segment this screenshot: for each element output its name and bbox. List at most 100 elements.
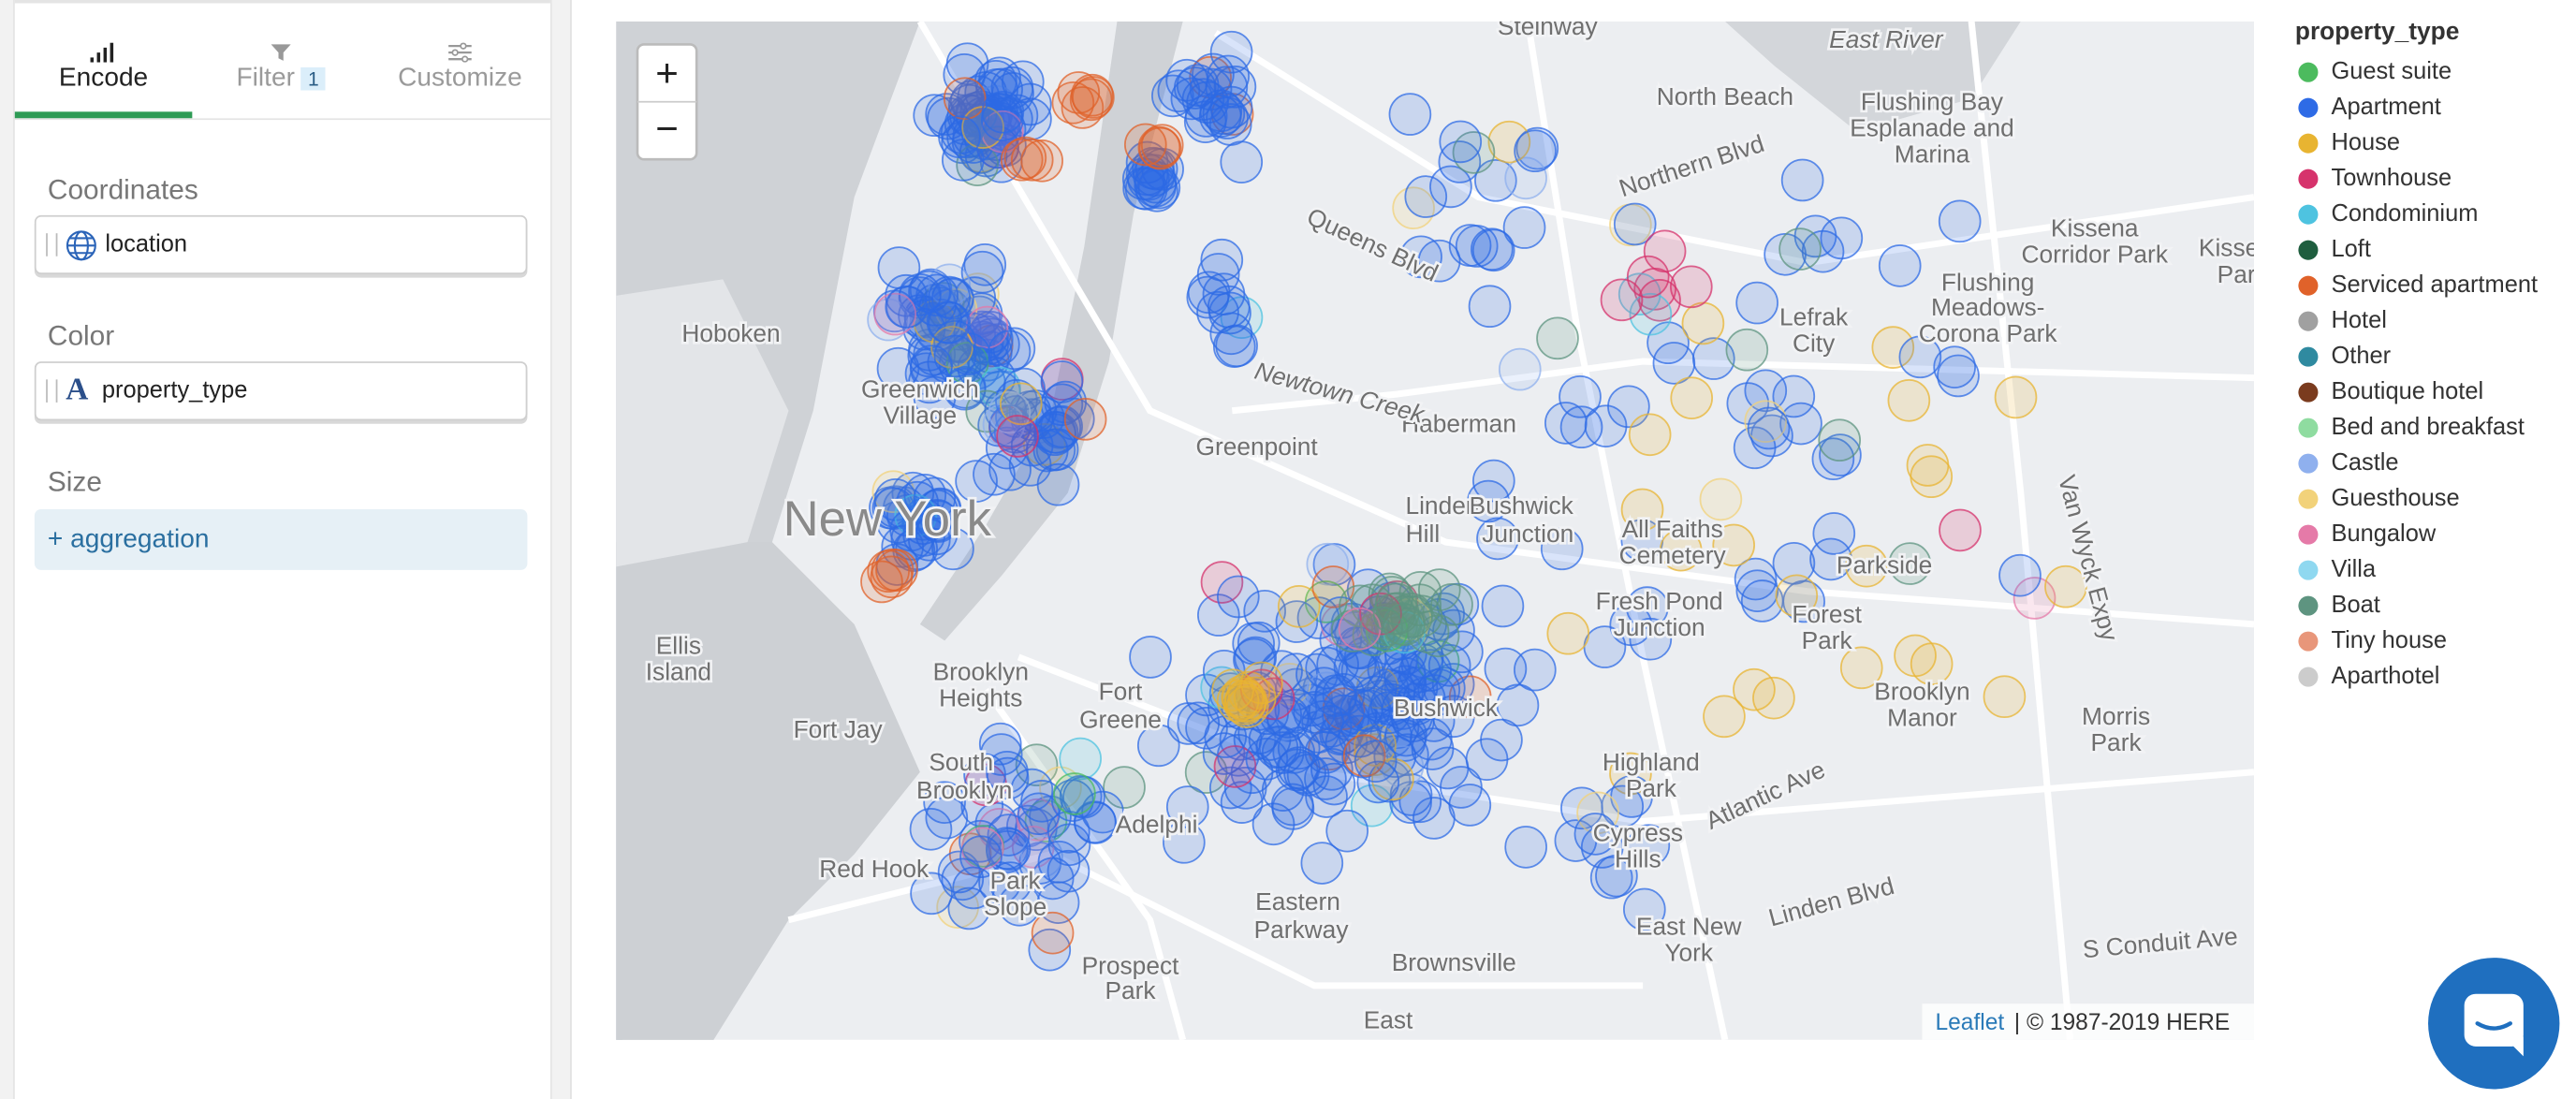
listing-point (959, 835, 1003, 879)
listing-point (1031, 857, 1075, 901)
listing-point (1628, 413, 1672, 457)
listing-point (963, 242, 1007, 286)
listing-point (1894, 634, 1937, 678)
legend-swatch (2298, 133, 2319, 154)
zoom-control: +− (636, 43, 698, 161)
listing-point (1514, 129, 1557, 173)
listing-point (1898, 335, 1942, 379)
place-label: City (1793, 329, 1836, 357)
listing-point (1626, 255, 1670, 299)
listing-point (1595, 854, 1638, 898)
listing-point (1910, 455, 1954, 499)
listing-point (1481, 584, 1525, 628)
listing-point (1216, 575, 1260, 619)
listing-point (1845, 544, 1888, 588)
listing-point (1140, 124, 1184, 167)
section-title: Coordinates (47, 174, 198, 206)
attribution-link[interactable]: Leaflet (1936, 1010, 2005, 1035)
size-drop-zone[interactable]: + aggregation (34, 509, 528, 570)
listing-point (867, 550, 910, 593)
listing-point (1669, 265, 1713, 309)
listing-point (1138, 126, 1182, 170)
road (1213, 30, 2254, 267)
east-river (919, 21, 1183, 641)
place-label: Flushing Bay (1861, 88, 2004, 116)
listing-point (1775, 574, 1819, 618)
place-label: Greenwich (861, 375, 979, 403)
listing-point (909, 807, 953, 851)
listing-point (1010, 768, 1054, 812)
listing-point (1209, 30, 1253, 74)
listing-point (867, 298, 910, 342)
listing-point (871, 548, 915, 592)
listing-point (1439, 120, 1483, 164)
listing-point (1659, 528, 1703, 572)
listing-point (1691, 337, 1735, 380)
listing-point (1189, 67, 1233, 111)
listing-point (1412, 797, 1456, 840)
listing-point (1222, 682, 1266, 725)
listing-point (1584, 404, 1628, 447)
listing-point (1643, 229, 1687, 273)
listing-point (1243, 590, 1286, 633)
filter-tab[interactable]: Filter 1 (192, 23, 370, 119)
legend-label: Condominium (2331, 200, 2478, 227)
listing-point (1286, 754, 1330, 797)
listing-point (996, 415, 1039, 458)
place-label: Fort Jay (794, 715, 884, 743)
place-label: Junction (1614, 613, 1705, 641)
listing-point (1031, 911, 1075, 955)
legend-swatch (2298, 560, 2319, 580)
listing-point (1983, 675, 2027, 719)
listing-point (1514, 648, 1557, 692)
listing-point (925, 796, 969, 840)
zoom-out[interactable]: − (655, 107, 679, 151)
listing-point (1322, 694, 1365, 738)
upper-bay (616, 542, 920, 1040)
place-label: Village (884, 402, 958, 430)
listing-point (1629, 617, 1673, 661)
place-label: York (1664, 939, 1714, 967)
encode-icon (90, 42, 114, 63)
field-placeholder: + aggregation (47, 525, 210, 554)
zoom-in[interactable]: + (655, 51, 679, 95)
listing-point (1819, 433, 1862, 476)
listing-point (1871, 326, 1915, 369)
legend-label: Bed and breakfast (2331, 414, 2524, 440)
map[interactable]: Steinway East River North Beach Flushing Ba… (616, 21, 2254, 1040)
road (1524, 21, 1729, 1040)
listing-point (960, 784, 1004, 828)
listing-point (1163, 821, 1206, 864)
place-label: Haberman (1401, 409, 1516, 437)
legend-label: Townhouse (2331, 165, 2452, 191)
listing-point (999, 382, 1043, 426)
legend-swatch (2298, 418, 2319, 438)
listing-point (1399, 235, 1442, 279)
tab-label: Filter (236, 64, 295, 93)
road (983, 688, 1187, 1040)
place-label: Prospect (1082, 952, 1180, 980)
road (916, 21, 2254, 628)
color-field[interactable]: A property_type (34, 361, 528, 421)
listing-point (1216, 679, 1260, 723)
legend-swatch (2298, 667, 2319, 687)
listing-point (1735, 281, 1778, 325)
encode-tab[interactable]: Encode (14, 23, 193, 119)
place-label: Manor (1887, 704, 1957, 732)
place-label: Fresh Pond (1596, 587, 1723, 615)
legend-label: Boat (2331, 592, 2379, 618)
listing-point (1245, 737, 1289, 781)
chat-launcher[interactable] (2428, 958, 2560, 1090)
listing-point (1735, 569, 1779, 612)
customize-tab[interactable]: Customize (370, 23, 550, 119)
listing-point (1613, 202, 1657, 246)
listing-point (1220, 140, 1264, 183)
place-label: Park (1105, 976, 1156, 1004)
listing-point (1878, 244, 1922, 287)
listing-point (1818, 418, 1862, 462)
coordinates-field[interactable]: location (34, 214, 528, 275)
chat-icon (2464, 993, 2524, 1057)
place-label: Ellis (656, 631, 701, 659)
listing-point (1620, 488, 1664, 532)
listing-point (1998, 553, 2042, 597)
